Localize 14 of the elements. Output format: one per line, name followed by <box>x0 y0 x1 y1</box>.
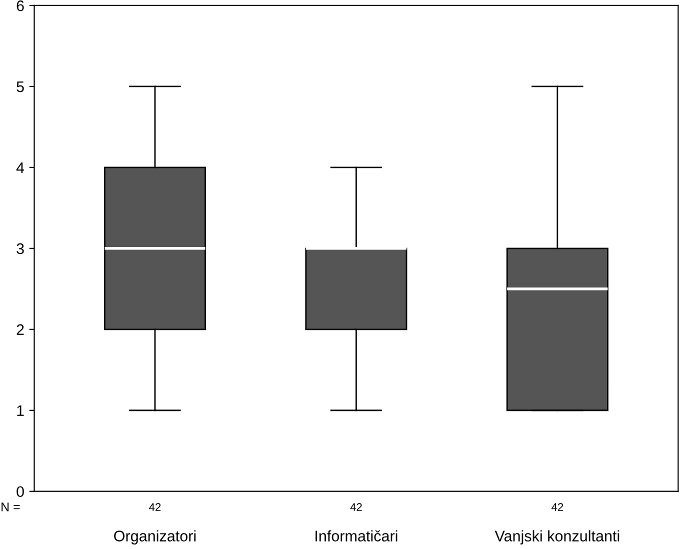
text: 42 <box>149 503 161 511</box>
y-tick-label: 2 <box>16 324 24 335</box>
y-tick-label: 3 <box>16 243 24 254</box>
y-tick-label: 1 <box>17 405 24 416</box>
x-tick-label: Vanjski konzultanti <box>494 530 620 544</box>
x-tick-label: Informatičari <box>316 530 398 542</box>
text: 42 <box>551 503 564 511</box>
x-tick-label: Organizatori <box>114 530 196 544</box>
y-tick-label: 0 <box>16 486 24 498</box>
y-tick-label: 4 <box>16 162 24 173</box>
y-tick-label: 6 <box>16 0 24 12</box>
text: 42 <box>350 503 362 511</box>
text: N = <box>2 502 20 512</box>
y-tick-label: 5 <box>16 81 24 92</box>
